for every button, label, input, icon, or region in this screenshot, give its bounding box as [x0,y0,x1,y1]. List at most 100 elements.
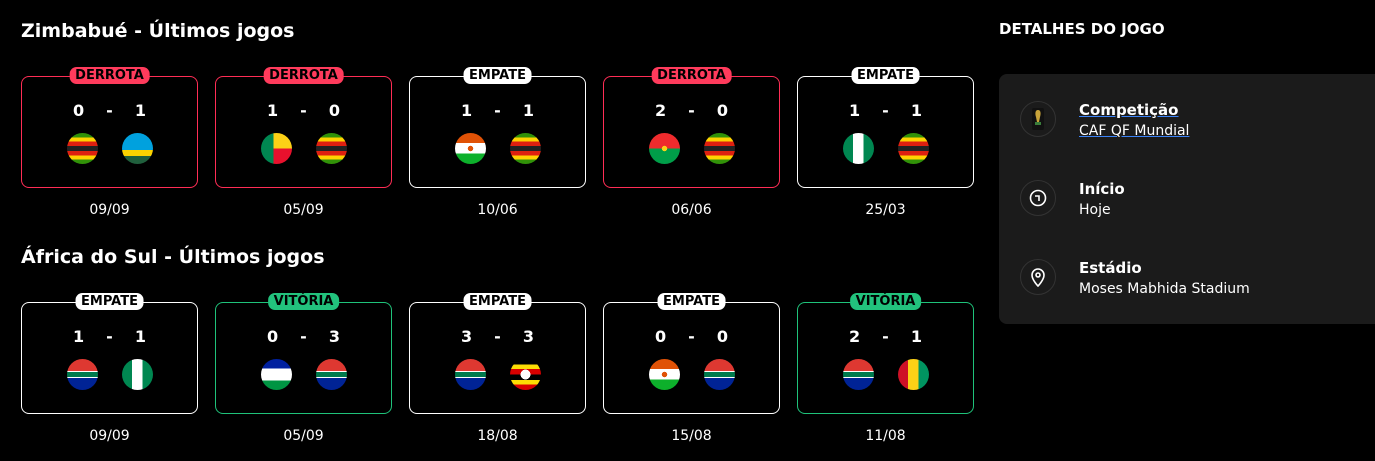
home-score: 1 [461,101,473,120]
match-card[interactable]: EMPATE 1 - 1 09/09 [21,293,198,444]
match-card-frame[interactable]: EMPATE 1 - 1 [409,67,586,188]
section-title: Zimbabué - Últimos jogos [21,20,295,42]
south-africa-flag-icon [315,359,347,390]
score: 0 - 1 [22,101,197,120]
score: 1 - 1 [798,101,973,120]
start-row: Início Hoje [1020,180,1125,218]
score: 0 - 3 [216,327,391,346]
south-africa-matches: EMPATE 1 - 1 09/09 VITÓRIA 0 - 3 05/09 EMPAT… [21,293,974,444]
match-card-frame[interactable]: DERROTA 2 - 0 [603,67,780,188]
start-label: Início [1079,180,1125,198]
south-africa-flag-icon [454,359,486,390]
away-score: 1 [522,101,534,120]
result-badge: VITÓRIA [267,293,340,310]
score-separator: - [688,101,695,120]
home-score: 2 [849,327,861,346]
rwanda-flag-icon [121,133,153,164]
match-card[interactable]: EMPATE 1 - 1 25/03 [797,67,974,218]
start-value: Hoje [1079,202,1111,218]
away-score: 0 [716,101,728,120]
score-separator: - [882,101,889,120]
home-score: 1 [267,101,279,120]
match-card-frame[interactable]: EMPATE 1 - 1 [21,293,198,414]
result-badge: VITÓRIA [849,293,922,310]
away-score: 1 [910,101,922,120]
competition-link[interactable]: CAF QF Mundial [1079,123,1190,139]
competition-label[interactable]: Competição [1079,101,1179,119]
away-score: 1 [134,327,146,346]
details-panel: Competição CAF QF Mundial Início Hoje Está… [999,74,1375,324]
zimbabwe-flag-icon [315,133,347,164]
niger-flag-icon [454,133,486,164]
score-separator: - [300,327,307,346]
result-badge: DERROTA [651,67,732,84]
match-card-frame[interactable]: VITÓRIA 2 - 1 [797,293,974,414]
score-separator: - [688,327,695,346]
match-card[interactable]: DERROTA 0 - 1 09/09 [21,67,198,218]
zimbabwe-matches: DERROTA 0 - 1 09/09 DERROTA 1 - 0 05/09 EMPA… [21,67,974,218]
away-score: 0 [328,101,340,120]
result-badge: DERROTA [69,67,150,84]
competition-row[interactable]: Competição CAF QF Mundial [1020,101,1189,139]
match-card[interactable]: EMPATE 1 - 1 10/06 [409,67,586,218]
away-score: 3 [328,327,340,346]
match-card[interactable]: DERROTA 1 - 0 05/09 [215,67,392,218]
home-score: 0 [73,101,85,120]
guinea-flag-icon [897,359,929,390]
match-card-frame[interactable]: EMPATE 1 - 1 [797,67,974,188]
match-card[interactable]: EMPATE 0 - 0 15/08 [603,293,780,444]
away-score: 0 [716,327,728,346]
stadium-label: Estádio [1079,259,1142,277]
details-title: DETALHES DO JOGO [999,20,1165,38]
zimbabwe-flag-icon [509,133,541,164]
score: 0 - 0 [604,327,779,346]
score: 1 - 0 [216,101,391,120]
niger-flag-icon [648,359,680,390]
score-separator: - [106,327,113,346]
away-score: 3 [522,327,534,346]
zimbabwe-flag-icon [703,133,735,164]
result-badge: EMPATE [657,293,726,310]
match-card[interactable]: VITÓRIA 0 - 3 05/09 [215,293,392,444]
match-date: 06/06 [671,202,712,218]
match-card[interactable]: EMPATE 3 - 3 18/08 [409,293,586,444]
home-score: 3 [461,327,473,346]
result-badge: EMPATE [463,67,532,84]
score: 1 - 1 [410,101,585,120]
lesotho-flag-icon [260,359,292,390]
match-card[interactable]: DERROTA 2 - 0 06/06 [603,67,780,218]
home-score: 1 [849,101,861,120]
match-card-frame[interactable]: EMPATE 3 - 3 [409,293,586,414]
stadium-row: Estádio Moses Mabhida Stadium [1020,259,1250,297]
score-separator: - [106,101,113,120]
result-badge: EMPATE [75,293,144,310]
score-separator: - [494,101,501,120]
nigeria-flag-icon [121,359,153,390]
match-card-frame[interactable]: VITÓRIA 0 - 3 [215,293,392,414]
result-badge: DERROTA [263,67,344,84]
score-separator: - [300,101,307,120]
south-africa-flag-icon [703,359,735,390]
clock-icon [1020,180,1056,216]
away-score: 1 [134,101,146,120]
match-date: 11/08 [865,428,906,444]
match-card-frame[interactable]: DERROTA 0 - 1 [21,67,198,188]
score: 3 - 3 [410,327,585,346]
match-card-frame[interactable]: DERROTA 1 - 0 [215,67,392,188]
stadium-value: Moses Mabhida Stadium [1079,281,1250,297]
world-cup-trophy-icon [1020,101,1056,137]
benin-flag-icon [260,133,292,164]
match-card[interactable]: VITÓRIA 2 - 1 11/08 [797,293,974,444]
result-badge: EMPATE [463,293,532,310]
burkina-faso-flag-icon [648,133,680,164]
zimbabwe-flag-icon [897,133,929,164]
match-date: 05/09 [283,202,324,218]
match-date: 09/09 [89,202,130,218]
match-date: 18/08 [477,428,518,444]
nigeria-flag-icon [842,133,874,164]
score: 2 - 0 [604,101,779,120]
home-score: 0 [267,327,279,346]
match-card-frame[interactable]: EMPATE 0 - 0 [603,293,780,414]
section-title: África do Sul - Últimos jogos [21,246,325,268]
score-separator: - [494,327,501,346]
